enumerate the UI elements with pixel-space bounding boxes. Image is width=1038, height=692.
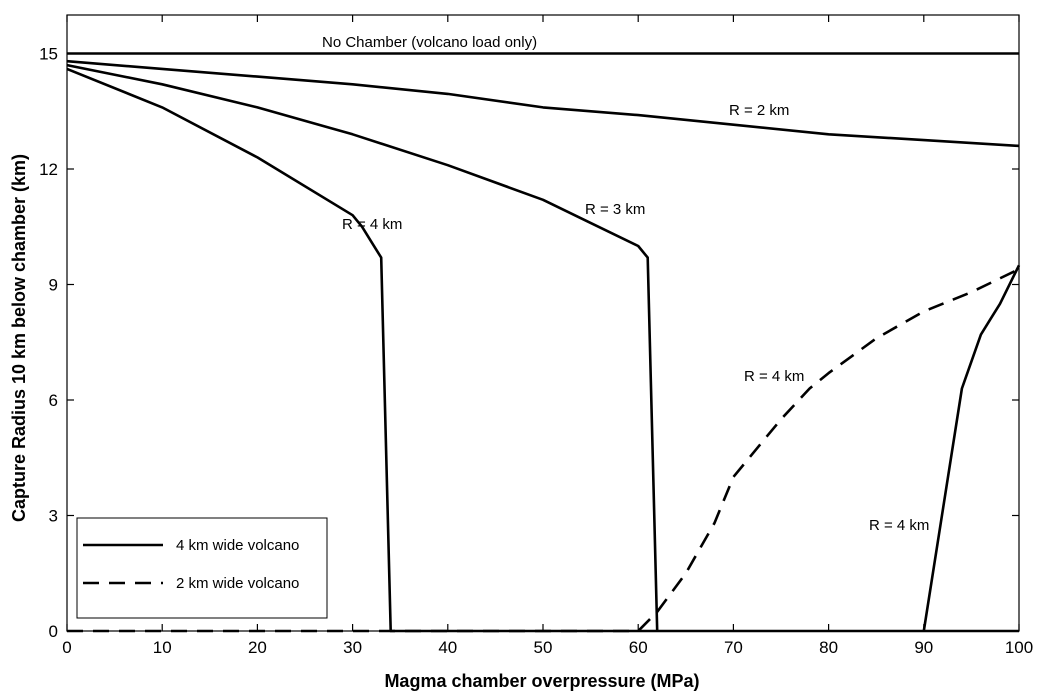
x-tick-label: 80: [819, 638, 838, 657]
y-tick-label: 0: [49, 622, 58, 641]
legend-box: [76, 517, 328, 619]
x-tick-label: 70: [724, 638, 743, 657]
series-layer: [66, 52, 1021, 633]
x-tick-label: 60: [629, 638, 648, 657]
x-tick-label: 20: [248, 638, 267, 657]
annotations: No Chamber (volcano load only) R = 2 km R …: [322, 34, 929, 534]
annotation-label: R = 4 km: [342, 216, 402, 233]
x-tick-label: 90: [914, 638, 933, 657]
series-line-4: [922, 264, 1021, 632]
series-line-1: [66, 59, 1020, 148]
legend-label-dashed: 2 km wide volcano: [176, 575, 299, 592]
x-tick-label: 10: [153, 638, 172, 657]
annotation-label: R = 2 km: [729, 102, 789, 119]
x-tick-label: 0: [62, 638, 71, 657]
x-tick-label: 30: [343, 638, 362, 657]
legend-label-solid: 4 km wide volcano: [176, 537, 299, 554]
legend: 4 km wide volcano 2 km wide volcano: [76, 517, 328, 619]
series-line-3: [66, 67, 1019, 633]
axis-ticks: 0 10 20 30 40 50 60 70 80 90 100 0 3 6 9 12 15: [39, 15, 1033, 657]
x-tick-label: 50: [534, 638, 553, 657]
y-axis-title: Capture Radius 10 km below chamber (km): [9, 154, 29, 522]
annotation-label: R = 4 km: [744, 368, 804, 385]
series-line-5: [67, 267, 1020, 633]
x-axis-title: Magma chamber overpressure (MPa): [384, 671, 699, 691]
x-tick-label: 100: [1005, 638, 1033, 657]
y-tick-label: 15: [39, 45, 58, 64]
annotation-label: R = 3 km: [585, 201, 645, 218]
y-tick-label: 6: [49, 391, 58, 410]
y-tick-label: 12: [39, 160, 58, 179]
series-line-2: [66, 63, 659, 632]
y-tick-label: 9: [49, 276, 58, 295]
annotation-label: R = 4 km: [869, 517, 929, 534]
y-tick-label: 3: [49, 507, 58, 526]
annotation-label: No Chamber (volcano load only): [322, 34, 537, 51]
x-tick-label: 40: [438, 638, 457, 657]
